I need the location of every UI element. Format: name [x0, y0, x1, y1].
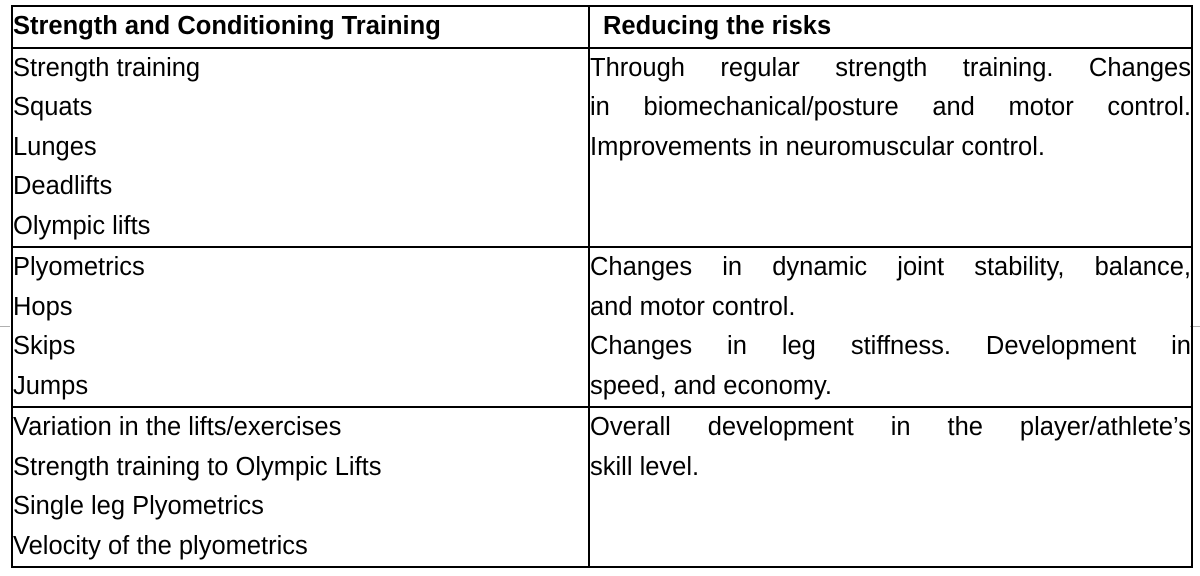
table-row: Variation in the lifts/exercises Strengt… [11, 406, 1193, 568]
training-item: Velocity of the plyometrics [13, 531, 308, 560]
training-item: Lunges [13, 132, 97, 161]
training-item: Deadlifts [13, 172, 113, 200]
page-edge-mark-left [0, 326, 10, 327]
training-item: Strength training [13, 53, 201, 82]
training-item: Strength training to Olympic Lifts [13, 452, 382, 481]
risk-cell: Overall development in the player/athlet… [588, 406, 1193, 568]
training-cell: Plyometrics Hops Skips Jumps [11, 246, 590, 408]
risk-line: in biomechanical/posture and motor contr… [590, 93, 1191, 121]
risk-line: Changes in dynamic joint stability, bala… [590, 253, 1191, 281]
training-cell: Strength training Squats Lunges Deadlift… [11, 46, 590, 248]
header-training: Strength and Conditioning Training [11, 5, 590, 49]
risk-line: Overall development in the player/athlet… [590, 413, 1191, 441]
training-item: Hops [13, 292, 73, 321]
risk-line: Improvements in neuromuscular control. [590, 132, 1045, 161]
risk-line: Through regular strength training. Chang… [590, 53, 1191, 82]
header-risks: Reducing the risks [588, 5, 1193, 49]
training-item: Plyometrics [13, 253, 145, 281]
training-item: Variation in the lifts/exercises [13, 413, 342, 441]
table-header-row: Strength and Conditioning Training Reduc… [11, 5, 1193, 49]
page-edge-mark-right [1190, 326, 1200, 327]
table-row: Plyometrics Hops Skips Jumps Changes in … [11, 246, 1193, 408]
table-row: Strength training Squats Lunges Deadlift… [11, 46, 1193, 248]
training-item: Jumps [13, 371, 89, 400]
training-risk-table: Strength and Conditioning Training Reduc… [11, 5, 1193, 568]
training-item: Single leg Plyometrics [13, 492, 264, 520]
risk-cell: Changes in dynamic joint stability, bala… [588, 246, 1193, 408]
training-item: Olympic lifts [13, 211, 151, 240]
risk-line: speed, and economy. [590, 371, 832, 400]
training-item: Squats [13, 93, 93, 121]
training-cell: Variation in the lifts/exercises Strengt… [11, 406, 590, 568]
risk-line: skill level. [590, 452, 700, 481]
risk-cell: Through regular strength training. Chang… [588, 46, 1193, 248]
risk-line: and motor control. [590, 292, 796, 321]
training-item: Skips [13, 332, 76, 360]
risk-line: Changes in leg stiffness. Development in [590, 332, 1191, 360]
